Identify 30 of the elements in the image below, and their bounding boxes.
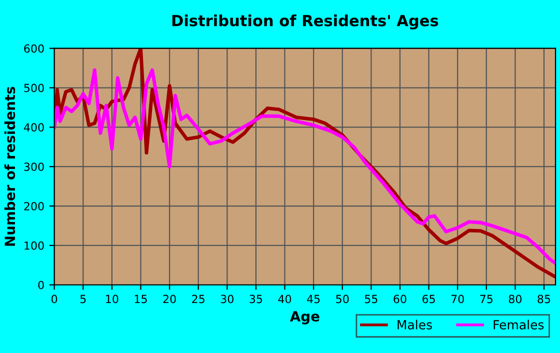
x-tick-label: 15 [134, 294, 147, 304]
y-tick-label: 500 [24, 84, 44, 92]
y-tick-label: 400 [24, 123, 44, 132]
x-tick-label: 60 [394, 294, 406, 304]
y-axis-title: Number of residents [4, 86, 16, 246]
x-tick-label: 65 [422, 294, 435, 304]
x-tick-label: 10 [106, 294, 118, 304]
x-tick-label: 85 [538, 294, 550, 304]
x-tick-label: 30 [220, 294, 234, 304]
legend-label: Males [398, 320, 432, 330]
y-tick-label: 100 [24, 241, 44, 250]
x-tick-label: 70 [451, 294, 464, 304]
legend-label: Females [494, 320, 544, 330]
y-tick-label: 0 [38, 280, 44, 290]
chart-title: Distribution of Residents' Ages [172, 14, 438, 30]
x-tick-label: 50 [336, 294, 349, 304]
x-tick-label: 80 [508, 294, 522, 304]
x-tick-label: 35 [250, 294, 262, 304]
x-tick-label: 0 [52, 294, 58, 304]
x-tick-label: 55 [364, 294, 378, 304]
y-tick-label: 200 [24, 202, 44, 210]
x-tick-label: 75 [480, 294, 492, 304]
x-axis-title: Age [290, 311, 320, 324]
x-tick-label: 25 [192, 294, 204, 304]
y-tick-label: 300 [24, 162, 44, 171]
x-tick-label: 45 [307, 294, 320, 304]
x-tick-label: 20 [163, 294, 176, 304]
y-tick-label: 600 [24, 44, 44, 53]
x-tick-label: 40 [278, 294, 292, 304]
x-tick-label: 5 [80, 294, 86, 304]
